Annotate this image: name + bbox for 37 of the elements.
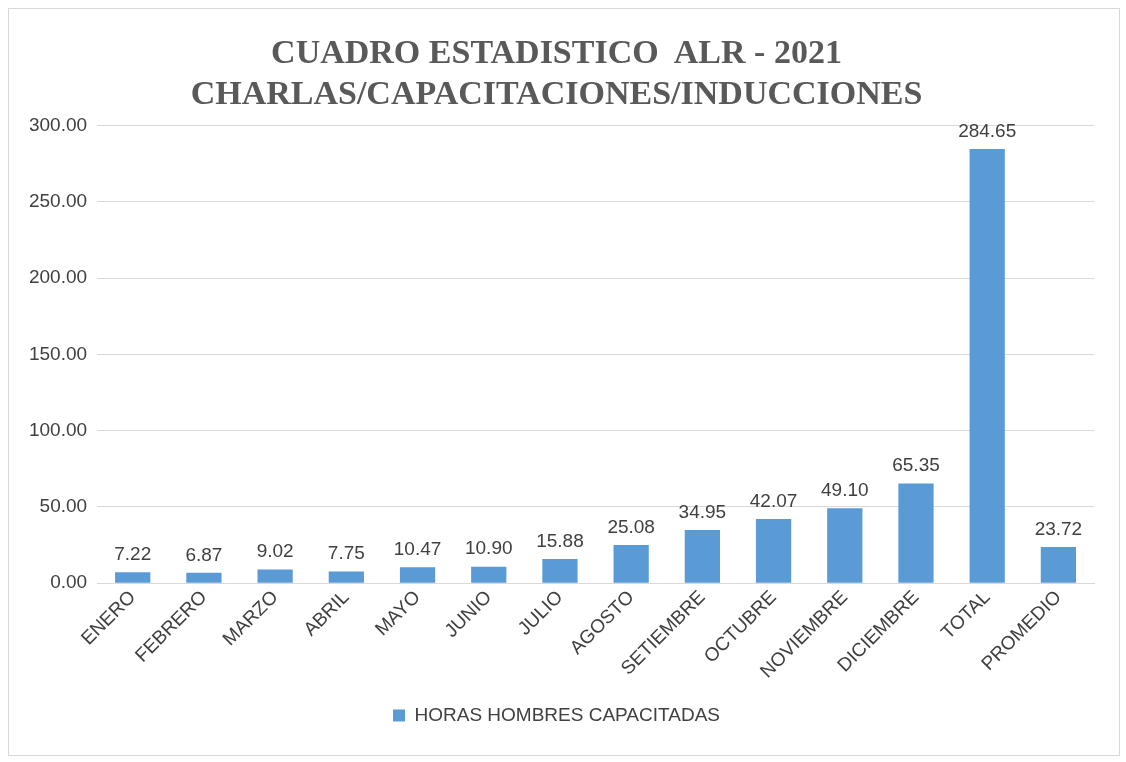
data-label: 7.22 xyxy=(114,542,152,564)
data-label: 25.08 xyxy=(607,515,655,537)
y-tick-label: 0.00 xyxy=(50,571,88,593)
data-label: 10.47 xyxy=(393,538,442,560)
y-tick-label: 250.00 xyxy=(28,190,88,212)
bar xyxy=(755,519,792,583)
data-label: 34.95 xyxy=(678,500,727,522)
bar xyxy=(684,529,720,583)
bar xyxy=(328,571,364,583)
data-label: 9.02 xyxy=(256,540,294,562)
y-tick-label: 200.00 xyxy=(28,266,88,288)
data-label: 7.75 xyxy=(327,542,365,564)
y-tick-label: 100.00 xyxy=(28,418,88,440)
bar xyxy=(613,545,649,583)
bar xyxy=(542,559,578,583)
y-tick-label: 150.00 xyxy=(28,342,88,364)
bar xyxy=(257,569,293,583)
data-label: 6.87 xyxy=(185,543,223,565)
y-tick-label: 50.00 xyxy=(39,495,88,517)
data-label: 42.07 xyxy=(749,489,798,511)
data-label: 284.65 xyxy=(958,119,1017,141)
data-label: 65.35 xyxy=(892,454,940,476)
legend-label: HORAS HOMBRES CAPACITADAS xyxy=(414,703,720,725)
bar xyxy=(399,567,436,583)
bar xyxy=(115,572,151,583)
bar xyxy=(471,566,507,583)
bar xyxy=(898,483,934,583)
bar xyxy=(186,572,222,583)
data-label: 10.90 xyxy=(464,537,513,559)
bar xyxy=(1040,547,1077,583)
bar xyxy=(969,149,1005,583)
bar xyxy=(827,508,863,583)
data-label: 49.10 xyxy=(821,479,869,501)
y-tick-label: 300.00 xyxy=(28,113,88,135)
chart-title: CUADRO ESTADISTICO ALR - 2021 CHARLAS/CAPACITACIONES/INDUCCIONES xyxy=(190,33,923,111)
data-label: 23.72 xyxy=(1034,517,1083,539)
data-label: 15.88 xyxy=(536,529,584,551)
